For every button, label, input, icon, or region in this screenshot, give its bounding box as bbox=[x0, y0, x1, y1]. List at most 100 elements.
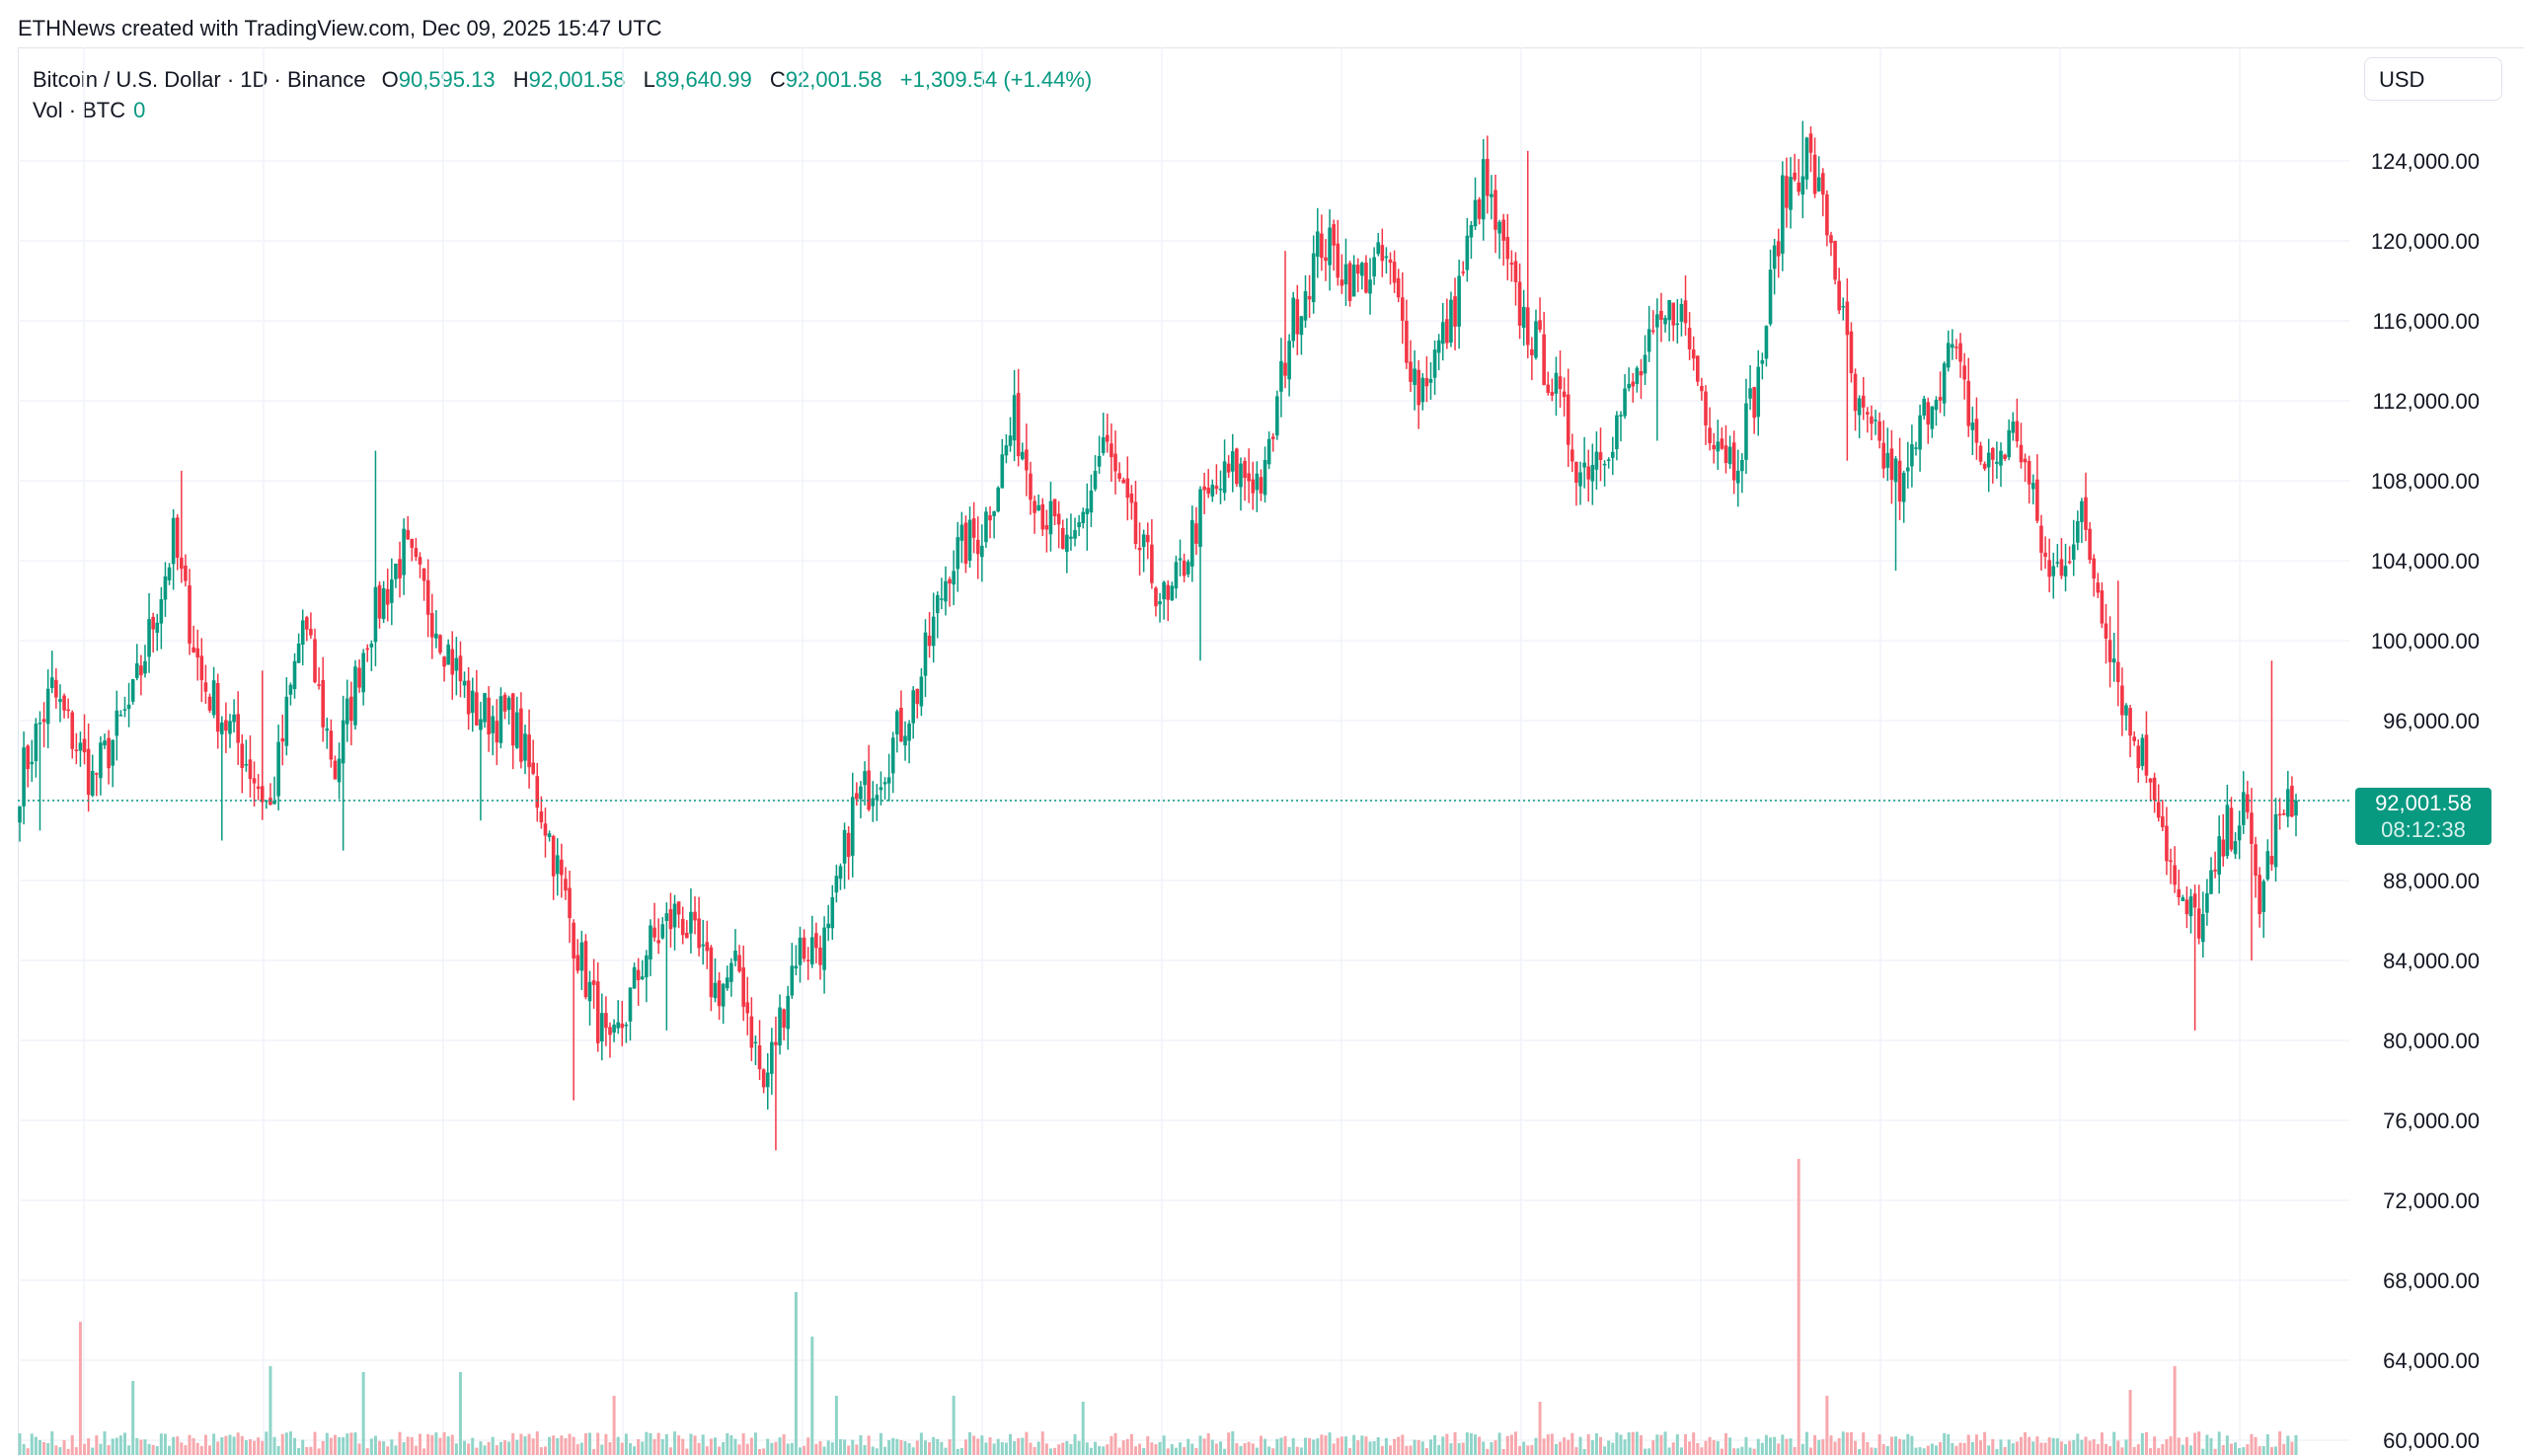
candle-body bbox=[1279, 360, 1283, 392]
candle-body bbox=[1530, 348, 1534, 355]
volume-bar bbox=[1343, 1436, 1347, 1455]
candle bbox=[842, 822, 847, 889]
volume-bar bbox=[382, 1441, 386, 1455]
candle-body bbox=[1413, 368, 1417, 385]
candle bbox=[838, 863, 843, 890]
volume-bar bbox=[203, 1434, 207, 1455]
volume-bar bbox=[1482, 1441, 1486, 1455]
candle-body bbox=[454, 657, 459, 671]
close-label: C bbox=[769, 67, 786, 92]
candle-body bbox=[1077, 522, 1081, 527]
volume-bar bbox=[418, 1433, 421, 1455]
candle bbox=[1077, 514, 1081, 537]
candle-body bbox=[1679, 304, 1684, 322]
volume-bar bbox=[442, 1431, 446, 1455]
volume-bar bbox=[46, 1442, 50, 1455]
candle bbox=[438, 634, 442, 655]
candle bbox=[74, 732, 79, 765]
candle-body bbox=[2088, 528, 2092, 561]
volume-bar bbox=[42, 1441, 46, 1455]
volume-bar bbox=[1457, 1442, 1461, 1455]
candle-body bbox=[967, 519, 972, 561]
candle-body bbox=[252, 778, 257, 784]
candle bbox=[1619, 411, 1623, 442]
candle-body bbox=[737, 955, 741, 972]
volume-bar bbox=[568, 1433, 572, 1455]
candle-body bbox=[62, 695, 66, 711]
candle bbox=[952, 550, 956, 606]
candle-body bbox=[54, 679, 58, 698]
volume-bar bbox=[1858, 1448, 1862, 1455]
candle bbox=[207, 693, 212, 714]
candle-body bbox=[2229, 807, 2234, 850]
candle bbox=[1789, 157, 1793, 229]
candle-body bbox=[1623, 388, 1627, 417]
volume-bar bbox=[1644, 1448, 1647, 1455]
candle-body bbox=[1785, 176, 1789, 208]
candle bbox=[1635, 365, 1640, 393]
volume-bar bbox=[1029, 1442, 1033, 1455]
volume-bar bbox=[1340, 1436, 1343, 1455]
volume-label[interactable]: Vol · BTC bbox=[33, 98, 126, 122]
candle bbox=[1125, 456, 1130, 521]
volume-bar bbox=[834, 1396, 838, 1455]
candle bbox=[450, 631, 455, 700]
candle-body bbox=[2209, 870, 2213, 894]
candle bbox=[1283, 251, 1287, 389]
candle-body bbox=[458, 655, 463, 682]
candle-body bbox=[483, 693, 487, 723]
candle bbox=[1235, 447, 1239, 488]
candle bbox=[1999, 442, 2003, 488]
candle-body bbox=[1396, 277, 1401, 298]
candle-body bbox=[1853, 373, 1858, 412]
symbol-title[interactable]: Bitcoin / U.S. Dollar · 1D · Binance bbox=[33, 67, 366, 92]
candle bbox=[1521, 289, 1526, 346]
candle bbox=[1040, 498, 1045, 537]
candle bbox=[1432, 340, 1437, 395]
candle bbox=[1966, 357, 1971, 437]
candle bbox=[2294, 794, 2298, 837]
candle bbox=[2188, 888, 2193, 934]
volume-bar bbox=[794, 1292, 798, 1455]
candle-body bbox=[38, 723, 42, 725]
candle bbox=[479, 701, 483, 821]
volume-bar bbox=[956, 1448, 959, 1455]
candle-body bbox=[1311, 253, 1316, 303]
volume-bar bbox=[745, 1443, 749, 1455]
price-tick-label: 120,000.00 bbox=[2371, 229, 2480, 254]
candle bbox=[713, 958, 718, 1003]
candle-body bbox=[855, 793, 859, 800]
currency-button[interactable]: USD bbox=[2364, 57, 2502, 101]
candle-body bbox=[2132, 736, 2136, 741]
last-price-value: 92,001.58 bbox=[2375, 791, 2472, 815]
volume-bar bbox=[1934, 1445, 1938, 1455]
candle bbox=[959, 511, 964, 564]
volume-bar bbox=[624, 1433, 628, 1455]
candle bbox=[1606, 457, 1611, 469]
candle bbox=[1683, 275, 1688, 337]
volume-bar bbox=[664, 1433, 668, 1455]
volume-bar bbox=[1008, 1433, 1012, 1455]
candle-body bbox=[1481, 159, 1486, 220]
candle-body bbox=[155, 622, 160, 634]
volume-bar bbox=[1930, 1443, 1934, 1455]
candle-body bbox=[74, 749, 79, 751]
candle-body bbox=[890, 737, 895, 774]
candle bbox=[1355, 258, 1360, 293]
volume-bar bbox=[284, 1432, 288, 1455]
candle bbox=[1837, 268, 1841, 315]
candle bbox=[1820, 168, 1825, 217]
candle bbox=[1214, 464, 1219, 495]
candle bbox=[1110, 422, 1113, 483]
candle-body bbox=[975, 539, 980, 555]
candle-body bbox=[1671, 302, 1676, 326]
volume-bar bbox=[2153, 1436, 2157, 1455]
candle-body bbox=[2115, 661, 2120, 682]
candle bbox=[1239, 457, 1243, 511]
volume-bar bbox=[2024, 1431, 2028, 1455]
candle bbox=[2136, 739, 2141, 783]
candle-body bbox=[1405, 320, 1409, 363]
candle-body bbox=[749, 1016, 754, 1048]
candle-body bbox=[1372, 257, 1376, 277]
